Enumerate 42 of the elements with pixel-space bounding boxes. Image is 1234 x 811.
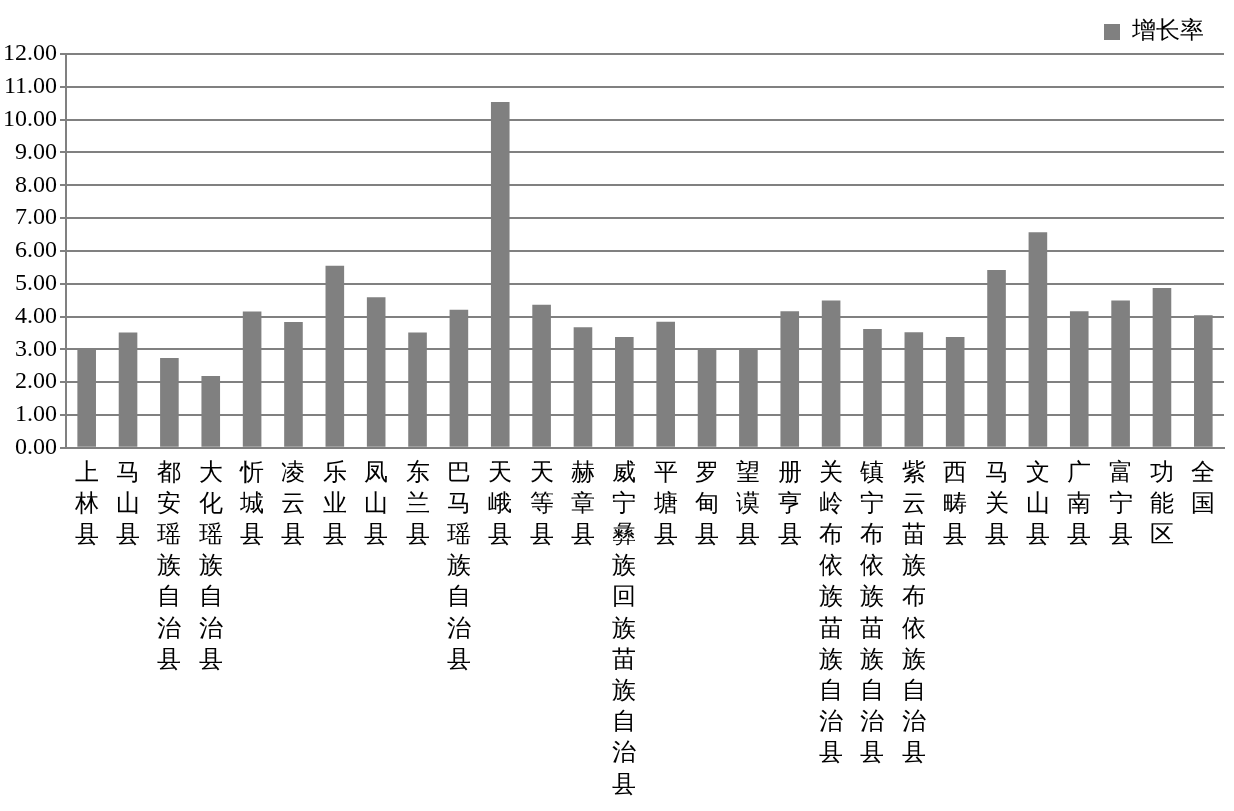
x-tick-label: 大化瑶族自治县 bbox=[198, 458, 223, 672]
y-tick-label: 10.00 bbox=[3, 104, 57, 131]
x-tick-label: 天等县 bbox=[529, 458, 554, 548]
x-tick-label: 凌云县 bbox=[281, 458, 306, 548]
y-tick-label: 8.00 bbox=[15, 170, 57, 197]
x-tick-label: 罗甸县 bbox=[695, 458, 720, 548]
x-tick-label: 巴马瑶族自治县 bbox=[446, 458, 471, 672]
x-tick-label: 广南县 bbox=[1067, 458, 1092, 548]
x-tick-label: 平塘县 bbox=[652, 458, 678, 548]
y-tick-label: 11.00 bbox=[3, 72, 57, 99]
x-tick-label: 望谟县 bbox=[736, 458, 761, 548]
x-tick-label: 马山县 bbox=[116, 458, 141, 548]
x-tick-label: 马关县 bbox=[984, 458, 1009, 548]
x-tick-label: 富宁县 bbox=[1108, 458, 1133, 548]
x-tick-label: 赫章县 bbox=[570, 458, 595, 548]
y-tick-label: 1.00 bbox=[15, 400, 57, 427]
x-tick-label: 上林县 bbox=[73, 458, 99, 548]
x-tick-label: 东兰县 bbox=[405, 458, 430, 548]
x-tick-label: 册亨县 bbox=[777, 458, 802, 548]
category-label: 关岭布依族苗族自治县 bbox=[819, 458, 844, 766]
legend-label: 增长率 bbox=[1131, 17, 1204, 44]
category-label: 紫云苗族布依族自治县 bbox=[901, 458, 926, 766]
x-tick-label: 功能区 bbox=[1149, 458, 1174, 548]
y-tick-label: 2.00 bbox=[15, 367, 57, 394]
x-tick-label: 天峨县 bbox=[488, 458, 513, 548]
x-tick-label: 都安瑶族自治县 bbox=[157, 458, 182, 672]
x-tick-label: 忻城县 bbox=[239, 458, 265, 548]
y-tick-label: 4.00 bbox=[15, 301, 57, 328]
x-tick-label: 文山县 bbox=[1025, 458, 1050, 548]
y-tick-label: 5.00 bbox=[15, 269, 57, 296]
category-label: 镇宁布依族苗族自治县 bbox=[860, 458, 885, 766]
x-tick-label: 全国 bbox=[1191, 458, 1216, 516]
y-tick-label: 12.00 bbox=[3, 39, 57, 66]
y-tick-label: 7.00 bbox=[15, 203, 57, 230]
category-label: 威宁彝族回族苗族自治县 bbox=[612, 458, 637, 797]
y-tick-label: 3.00 bbox=[15, 334, 57, 361]
y-tick-label: 9.00 bbox=[15, 137, 57, 164]
x-tick-label: 乐业县 bbox=[322, 458, 347, 548]
y-tick-label: 0.00 bbox=[15, 433, 57, 460]
y-tick-label: 6.00 bbox=[15, 236, 57, 263]
x-tick-label: 凤山县 bbox=[364, 458, 389, 548]
x-tick-label: 西畴县 bbox=[943, 458, 968, 548]
